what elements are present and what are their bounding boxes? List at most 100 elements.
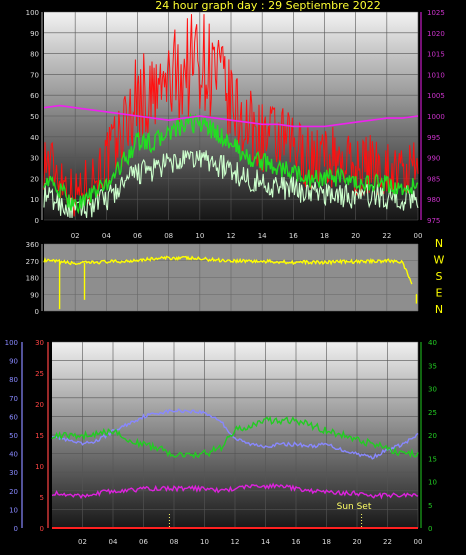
climate-right-tick: 35 <box>428 362 437 370</box>
humidity-line <box>51 408 419 460</box>
compass-label: N <box>435 237 443 250</box>
wind-y-tick: 30 <box>30 155 39 163</box>
humidity-y-tick: 30 <box>9 469 18 477</box>
pressure-y-tick: 1025 <box>427 9 445 17</box>
wind-x-tick: 04 <box>102 232 111 240</box>
climate-x-tick: 04 <box>109 538 118 546</box>
compass-label: N <box>435 303 443 316</box>
wind-x-tick: 08 <box>164 232 173 240</box>
humidity-y-tick: 60 <box>9 413 18 421</box>
direction-y-tick: 360 <box>26 241 39 249</box>
wind-y-tick: 70 <box>30 71 39 79</box>
temperature-line <box>51 415 419 459</box>
climate-x-tick: 18 <box>322 538 331 546</box>
temperature-left-axis: 0 5 10 15 20 25 30 <box>35 339 49 533</box>
wind-y-tick: 20 <box>30 175 39 183</box>
pressure-y-tick: 980 <box>427 196 440 204</box>
wind-y-tick: 50 <box>30 113 39 121</box>
pressure-y-tick: 1000 <box>427 113 445 121</box>
pressure-y-tick: 1020 <box>427 30 445 38</box>
temperature-y-tick: 0 <box>40 525 44 533</box>
climate-right-tick: 25 <box>428 409 437 417</box>
sun-set-label: Sun Set <box>337 502 372 512</box>
humidity-y-tick: 10 <box>9 506 18 514</box>
climate-right-tick: 0 <box>428 525 432 533</box>
pressure-y-tick: 995 <box>427 134 440 142</box>
temperature-y-tick: 30 <box>35 339 44 347</box>
climate-x-tick: 00 <box>414 538 423 546</box>
wind-y-tick: 10 <box>30 196 39 204</box>
climate-x-tick: 16 <box>292 538 301 546</box>
dewpoint-line <box>51 482 419 500</box>
wind-left-axis: 0 10 20 30 40 50 60 70 80 90 100 <box>26 9 43 225</box>
pressure-y-tick: 985 <box>427 175 440 183</box>
wind-y-tick: 60 <box>30 92 39 100</box>
temperature-y-tick: 15 <box>35 432 44 440</box>
wind-x-tick: 10 <box>195 232 204 240</box>
humidity-y-tick: 90 <box>9 358 18 366</box>
wind-x-tick: 22 <box>382 232 391 240</box>
wind-y-tick: 40 <box>30 134 39 142</box>
pressure-right-axis: 975 980 985 990 995 1000 1005 1010 1015 1020 1025 <box>420 9 445 225</box>
compass-label: W <box>434 254 445 267</box>
compass-label: S <box>436 270 443 283</box>
wind-y-tick: 80 <box>30 51 39 59</box>
direction-y-tick: 90 <box>30 291 39 299</box>
climate-x-tick: 22 <box>383 538 392 546</box>
pressure-line <box>43 104 419 128</box>
climate-right-tick: 15 <box>428 455 437 463</box>
climate-right-tick: 40 <box>428 339 437 347</box>
wind-low-line <box>43 149 419 218</box>
climate-right-axis: 0 5 10 15 20 25 30 35 40 <box>420 339 437 533</box>
direction-series <box>43 255 418 310</box>
temperature-y-tick: 20 <box>35 401 44 409</box>
wind-series <box>43 14 419 218</box>
climate-right-tick: 20 <box>428 432 437 440</box>
wind-x-tick: 02 <box>71 232 80 240</box>
climate-x-tick: 08 <box>170 538 179 546</box>
climate-x-tick: 06 <box>139 538 148 546</box>
climate-right-tick: 5 <box>428 502 432 510</box>
compass-label: E <box>436 287 443 300</box>
climate-x-tick: 10 <box>200 538 209 546</box>
direction-line <box>43 255 413 285</box>
pressure-y-tick: 1015 <box>427 51 445 59</box>
climate-x-axis: 02 04 06 08 10 12 14 16 18 20 22 00 <box>78 538 422 546</box>
wind-y-tick: 0 <box>35 217 39 225</box>
temperature-y-tick: 25 <box>35 370 44 378</box>
chart-title: 24 hour graph day : 29 Septiembre 2022 <box>155 0 380 12</box>
wind-y-tick: 100 <box>26 9 39 17</box>
wind-y-tick: 90 <box>30 30 39 38</box>
humidity-y-tick: 100 <box>5 339 18 347</box>
humidity-y-tick: 50 <box>9 432 18 440</box>
climate-right-tick: 10 <box>428 479 437 487</box>
climate-right-tick: 30 <box>428 386 437 394</box>
humidity-y-tick: 80 <box>9 376 18 384</box>
humidity-left-axis: 0 10 20 30 40 50 60 70 80 90 100 <box>5 339 23 533</box>
climate-x-tick: 12 <box>231 538 240 546</box>
pressure-y-tick: 1010 <box>427 71 445 79</box>
wind-avg-line <box>43 112 419 215</box>
humidity-y-tick: 0 <box>14 525 18 533</box>
pressure-y-tick: 990 <box>427 155 440 163</box>
wind-gust-line <box>43 14 419 217</box>
wind-grid <box>44 11 419 221</box>
wind-x-axis: 02 04 06 08 10 12 14 16 18 20 22 00 <box>71 232 423 240</box>
direction-y-tick: 270 <box>26 258 39 266</box>
direction-y-tick: 0 <box>35 308 39 316</box>
temperature-y-tick: 5 <box>40 494 44 502</box>
wind-x-tick: 06 <box>133 232 142 240</box>
wind-x-tick: 18 <box>320 232 329 240</box>
pressure-y-tick: 975 <box>427 217 440 225</box>
temperature-y-tick: 10 <box>35 463 44 471</box>
direction-y-tick: 180 <box>26 275 39 283</box>
climate-x-tick: 02 <box>78 538 87 546</box>
humidity-y-tick: 20 <box>9 488 18 496</box>
wind-x-tick: 16 <box>289 232 298 240</box>
direction-left-axis: 0 90 180 270 360 <box>26 241 43 316</box>
wind-x-tick: 12 <box>227 232 236 240</box>
wind-x-tick: 14 <box>258 232 267 240</box>
humidity-y-tick: 70 <box>9 395 18 403</box>
